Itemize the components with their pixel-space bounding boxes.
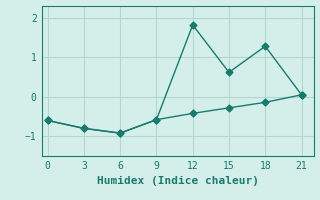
X-axis label: Humidex (Indice chaleur): Humidex (Indice chaleur) [97,176,259,186]
